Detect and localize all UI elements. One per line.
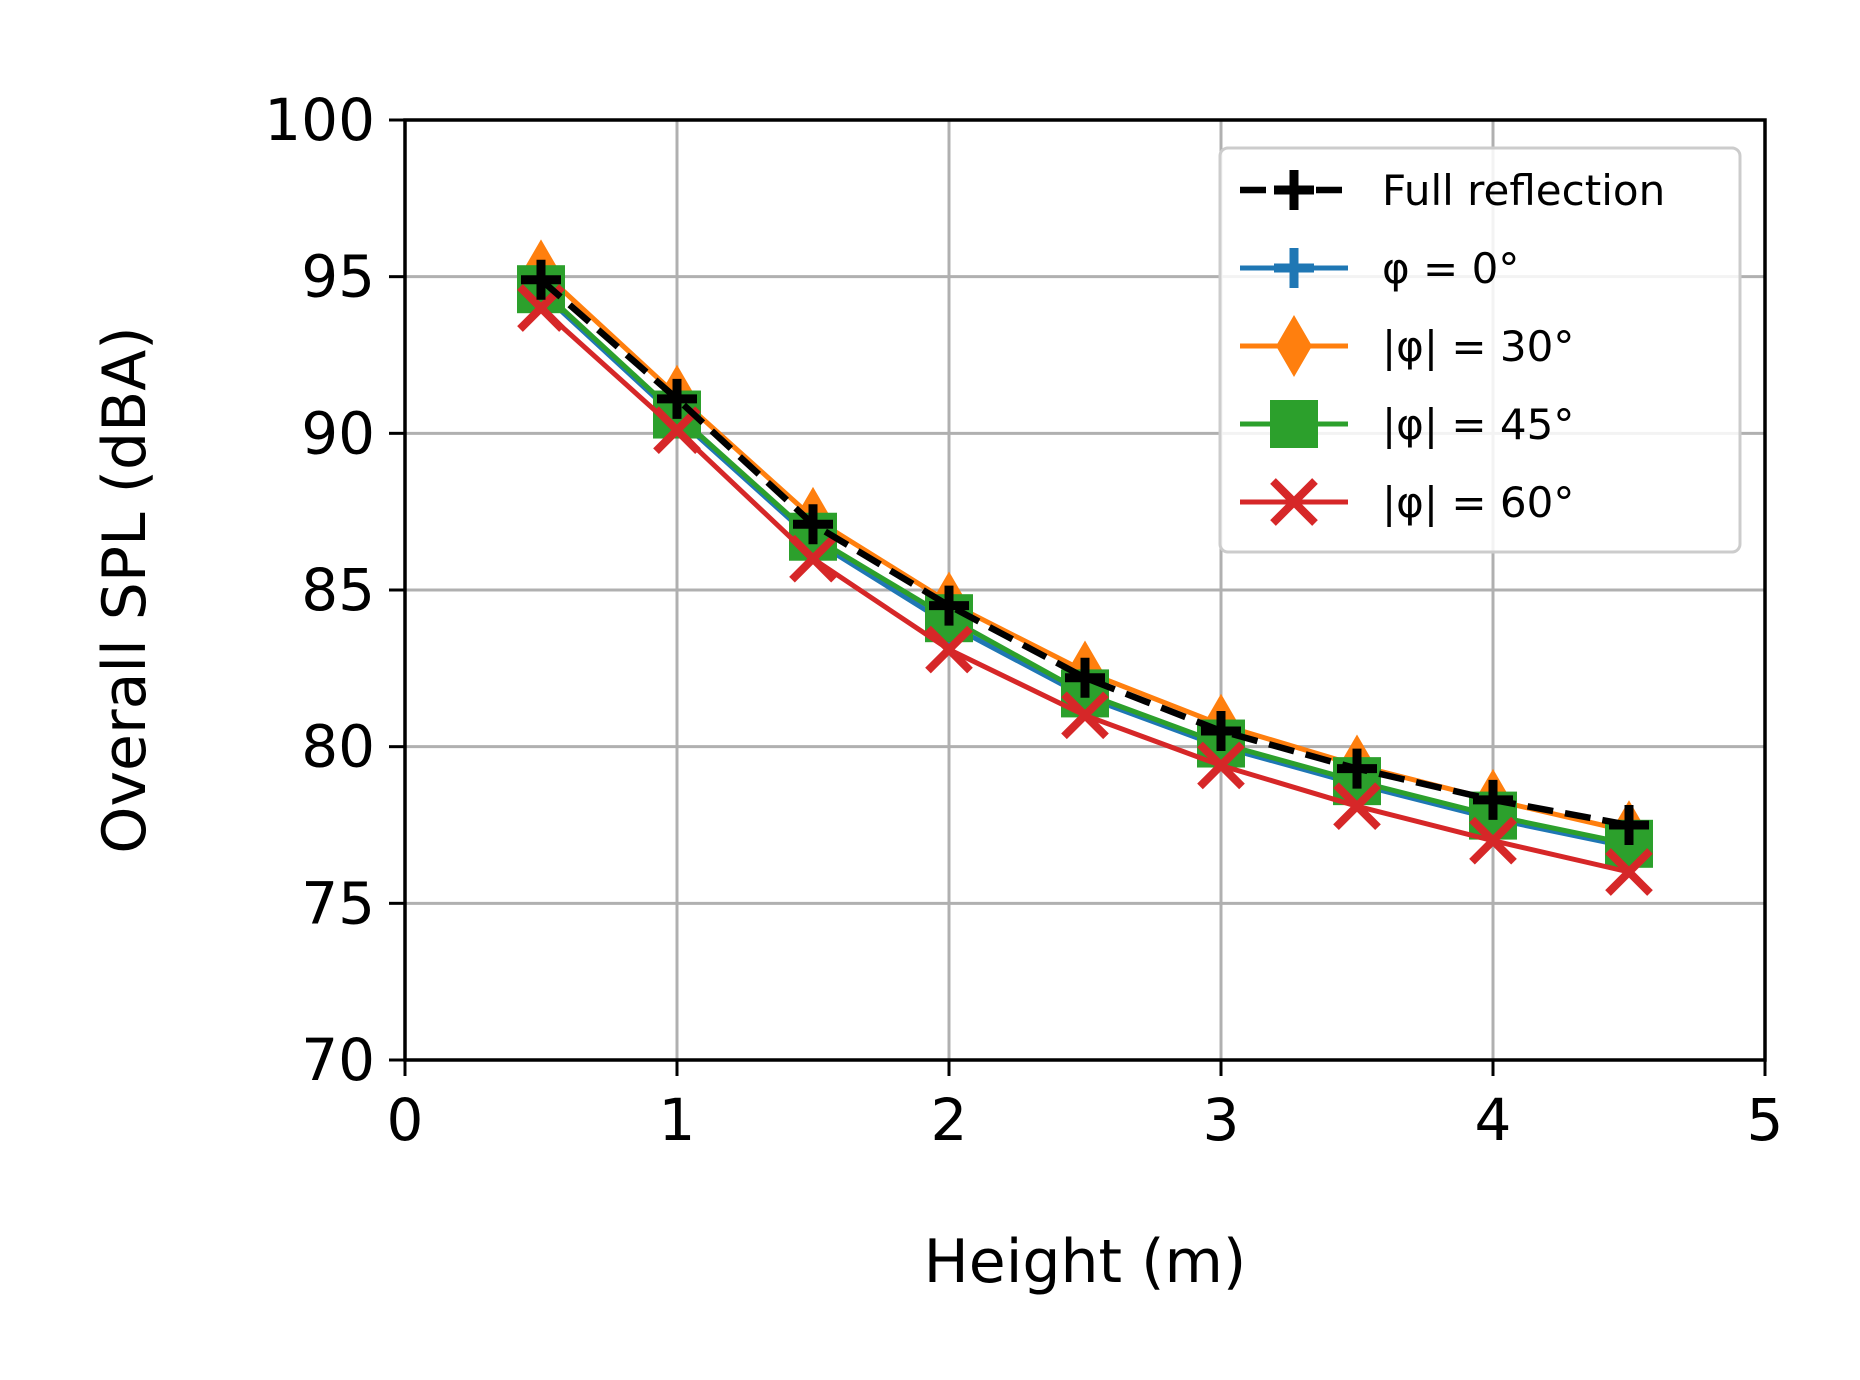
y-tick-label: 80: [301, 713, 375, 781]
data-point: [1197, 741, 1245, 790]
y-tick-label: 100: [264, 86, 375, 154]
x-tick-label: 2: [931, 1086, 968, 1154]
data-point: [789, 534, 837, 583]
data-point: [1337, 748, 1377, 789]
data-point: [793, 504, 833, 545]
legend-item: Full reflection: [1240, 166, 1665, 215]
legend-item: |φ| = 60°: [1240, 478, 1574, 527]
legend-marker: [1276, 315, 1312, 377]
y-axis-label: Overall SPL (dBA): [90, 326, 160, 853]
ticks: 0 1 2 3 4 5 70 75 80 85 90 95 100: [264, 86, 1783, 1154]
legend-label: Full reflection: [1382, 166, 1665, 215]
y-tick-label: 85: [301, 556, 375, 624]
y-tick-label: 75: [301, 869, 375, 937]
x-tick-label: 4: [1475, 1086, 1512, 1154]
legend-label: |φ| = 30°: [1382, 322, 1574, 371]
y-tick-label: 95: [301, 243, 375, 311]
data-point: [925, 625, 973, 674]
legend-label: |φ| = 60°: [1382, 478, 1574, 527]
data-point: [929, 585, 969, 626]
legend-label: |φ| = 45°: [1382, 400, 1574, 449]
series-line: [538, 277, 1630, 829]
legend-item: φ = 0°: [1240, 244, 1519, 293]
data-point: [1065, 657, 1105, 698]
x-tick-label: 0: [387, 1086, 424, 1154]
data-point: [1061, 691, 1109, 740]
data-point: [653, 406, 701, 455]
legend-box: [1218, 146, 1742, 554]
data-point: [1609, 805, 1649, 845]
data-point: [1469, 816, 1517, 865]
legend-marker: [1274, 170, 1314, 210]
data-point: [657, 378, 697, 419]
data-point: [1473, 779, 1513, 820]
series-4: [517, 284, 1653, 896]
x-tick-label: 3: [1203, 1086, 1240, 1154]
series-0: [521, 259, 1649, 845]
x-axis-label: Height (m): [924, 1227, 1247, 1297]
y-tick-label: 90: [301, 399, 375, 467]
legend-marker: [1274, 248, 1314, 288]
y-tick-label: 70: [301, 1026, 375, 1094]
x-tick-label: 1: [659, 1086, 696, 1154]
legend: Full reflection φ = 0° |φ| = 30° |φ| = 45° |…: [1218, 146, 1742, 554]
legend-item: |φ| = 30°: [1240, 315, 1574, 377]
legend-item: |φ| = 45°: [1240, 400, 1574, 449]
data-point: [521, 259, 561, 300]
series-layer: [517, 239, 1653, 896]
data-point: [1201, 711, 1241, 751]
data-point: [1333, 782, 1381, 831]
x-tick-label: 5: [1747, 1086, 1784, 1154]
legend-marker: [1270, 400, 1318, 448]
legend-label: φ = 0°: [1382, 244, 1519, 293]
legend-marker: [1270, 478, 1318, 526]
data-point: [1605, 848, 1653, 896]
